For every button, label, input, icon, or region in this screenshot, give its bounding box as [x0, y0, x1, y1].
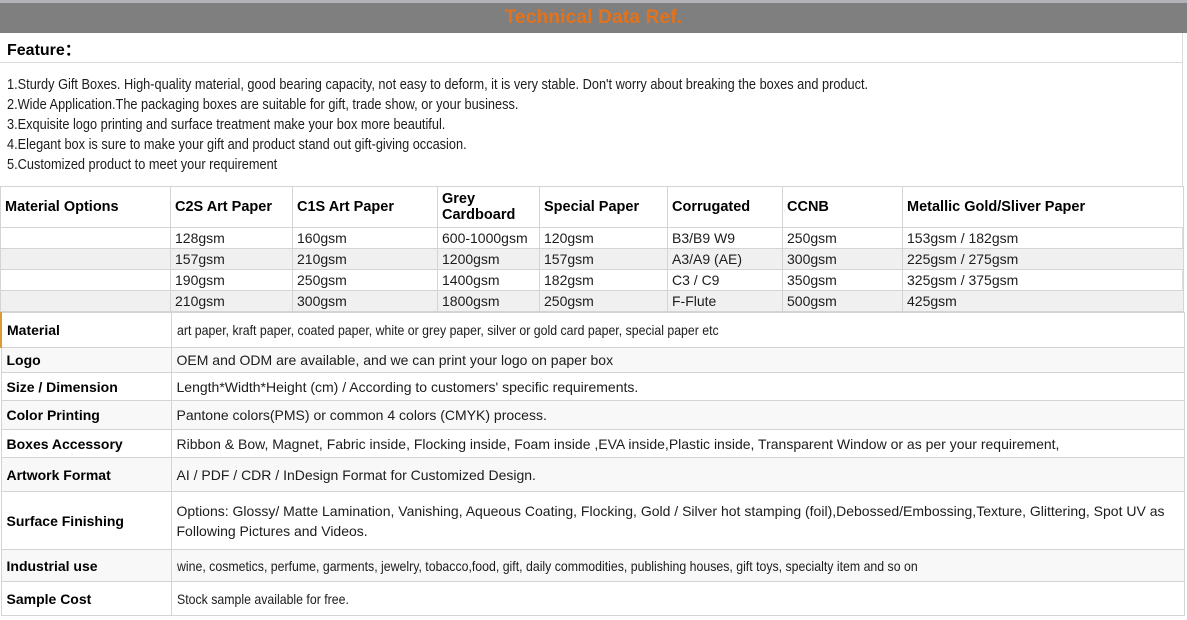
- spec-row-label: Surface Finishing: [0, 491, 172, 550]
- spec-row: Sample Cost Stock sample available for fr…: [0, 581, 1185, 616]
- materials-cell: 325gsm / 375gsm: [902, 269, 1184, 291]
- spec-row-label: Sample Cost: [0, 581, 172, 616]
- spec-row-value: Stock sample available for free.: [170, 581, 1185, 616]
- feature-heading: Feature：: [7, 41, 81, 59]
- spec-row: Artwork Format AI / PDF / CDR / InDesign …: [0, 457, 1185, 492]
- materials-row: 210gsm 300gsm 1800gsm 250gsm F-Flute 500gsm 42…: [0, 290, 1184, 312]
- spec-row-value: OEM and ODM are available, and we can pr…: [170, 347, 1185, 373]
- spec-row-value: wine, cosmetics, perfume, garments, jewe…: [170, 549, 1185, 582]
- spec-row-value-text: wine, cosmetics, perfume, garments, jewe…: [176, 557, 918, 574]
- spec-row-value: AI / PDF / CDR / InDesign Format for Cus…: [170, 457, 1185, 492]
- materials-header-row: Material Options C2S Art Paper C1S Art Pap…: [0, 186, 1184, 228]
- materials-cell: 210gsm: [292, 248, 438, 270]
- materials-column-header: Material Options: [0, 186, 171, 228]
- spec-row-value-text: Stock sample available for free.: [176, 590, 349, 607]
- spec-row: Boxes Accessory Ribbon & Bow, Magnet, Fab…: [0, 429, 1185, 458]
- materials-column-header: Metallic Gold/Sliver Paper: [902, 186, 1184, 228]
- materials-column-header: Special Paper: [539, 186, 668, 228]
- materials-cell: 157gsm: [170, 248, 293, 270]
- materials-cell: 300gsm: [782, 248, 903, 270]
- materials-column-header: CCNB: [782, 186, 903, 228]
- spec-row: Material art paper, kraft paper, coated p…: [0, 312, 1185, 348]
- materials-cell: [0, 227, 171, 249]
- materials-cell: 250gsm: [292, 269, 438, 291]
- materials-cell: 600-1000gsm: [437, 227, 540, 249]
- spec-row-value-text: art paper, kraft paper, coated paper, wh…: [176, 322, 719, 338]
- feature-item: 5.Customized product to meet your requir…: [7, 155, 1182, 175]
- materials-cell: [0, 269, 171, 291]
- spec-row-label: Industrial use: [0, 549, 172, 582]
- materials-row: 157gsm 210gsm 1200gsm 157gsm A3/A9 (AE) 300gs…: [0, 248, 1184, 270]
- spec-row-value: art paper, kraft paper, coated paper, wh…: [170, 312, 1185, 348]
- spec-row-label: Color Printing: [0, 400, 172, 430]
- feature-item: 2.Wide Application.The packaging boxes a…: [7, 95, 1182, 115]
- spec-row: Color Printing Pantone colors(PMS) or com…: [0, 400, 1185, 430]
- spec-row-label: Boxes Accessory: [0, 429, 172, 458]
- spec-body: Material art paper, kraft paper, coated p…: [0, 312, 1185, 616]
- feature-item: 4.Elegant box is sure to make your gift …: [7, 135, 1182, 155]
- spec-row-label: Size / Dimension: [0, 372, 172, 401]
- feature-item-text: 4.Elegant box is sure to make your gift …: [7, 137, 467, 153]
- materials-cell: F-Flute: [667, 290, 783, 312]
- spec-table: Material art paper, kraft paper, coated p…: [0, 312, 1185, 616]
- materials-cell: 1400gsm: [437, 269, 540, 291]
- materials-row: 128gsm 160gsm 600-1000gsm 120gsm B3/B9 W9 250…: [0, 227, 1184, 249]
- materials-cell: 500gsm: [782, 290, 903, 312]
- feature-item-text: 1.Sturdy Gift Boxes. High-quality materi…: [7, 77, 869, 93]
- feature-item: 1.Sturdy Gift Boxes. High-quality materi…: [7, 75, 1182, 95]
- materials-cell: [0, 290, 171, 312]
- materials-column-header: C2S Art Paper: [170, 186, 293, 228]
- spec-row-label: Artwork Format: [0, 457, 172, 492]
- content-area: Feature： 1.Sturdy Gift Boxes. High-quali…: [0, 33, 1185, 616]
- materials-column-header: Grey Cardboard: [437, 186, 540, 228]
- spec-row-value: Ribbon & Bow, Magnet, Fabric inside, Flo…: [170, 429, 1185, 458]
- materials-cell: 120gsm: [539, 227, 668, 249]
- materials-cell: 425gsm: [902, 290, 1184, 312]
- spec-row-value: Length*Width*Height (cm) / According to …: [170, 372, 1185, 401]
- spec-row: Logo OEM and ODM are available, and we ca…: [0, 347, 1185, 373]
- materials-cell: 225gsm / 275gsm: [902, 248, 1184, 270]
- spec-row-label: Material: [0, 312, 172, 348]
- spec-row-value: Options: Glossy/ Matte Lamination, Vanis…: [170, 491, 1185, 550]
- feature-item-text: 5.Customized product to meet your requir…: [7, 157, 278, 173]
- materials-cell: 350gsm: [782, 269, 903, 291]
- materials-cell: 250gsm: [539, 290, 668, 312]
- material-options-table: Material Options C2S Art Paper C1S Art Pap…: [0, 186, 1184, 312]
- materials-cell: B3/B9 W9: [667, 227, 783, 249]
- materials-cell: 157gsm: [539, 248, 668, 270]
- spec-row: Size / Dimension Length*Width*Height (cm)…: [0, 372, 1185, 401]
- materials-cell: [0, 248, 171, 270]
- materials-cell: 210gsm: [170, 290, 293, 312]
- spec-row: Industrial use wine, cosmetics, perfume, …: [0, 549, 1185, 582]
- materials-cell: 1800gsm: [437, 290, 540, 312]
- materials-cell: 153gsm / 182gsm: [902, 227, 1184, 249]
- materials-cell: 128gsm: [170, 227, 293, 249]
- materials-cell: 190gsm: [170, 269, 293, 291]
- feature-item: 3.Exquisite logo printing and surface tr…: [7, 115, 1182, 135]
- materials-body: 128gsm 160gsm 600-1000gsm 120gsm B3/B9 W9 250…: [0, 227, 1184, 312]
- materials-column-header: C1S Art Paper: [292, 186, 438, 228]
- feature-item-text: 2.Wide Application.The packaging boxes a…: [7, 97, 519, 113]
- materials-row: 190gsm 250gsm 1400gsm 182gsm C3 / C9 350gsm 32…: [0, 269, 1184, 291]
- title-bar: Technical Data Ref.: [0, 3, 1187, 33]
- feature-item-text: 3.Exquisite logo printing and surface tr…: [7, 117, 446, 133]
- materials-cell: A3/A9 (AE): [667, 248, 783, 270]
- materials-cell: C3 / C9: [667, 269, 783, 291]
- page-title: Technical Data Ref.: [504, 7, 683, 28]
- materials-cell: 182gsm: [539, 269, 668, 291]
- feature-list: 1.Sturdy Gift Boxes. High-quality materi…: [0, 63, 1182, 175]
- spec-row-value: Pantone colors(PMS) or common 4 colors (…: [170, 400, 1185, 430]
- materials-cell: 300gsm: [292, 290, 438, 312]
- materials-cell: 160gsm: [292, 227, 438, 249]
- spec-row: Surface Finishing Options: Glossy/ Matte …: [0, 491, 1185, 550]
- feature-heading-row: Feature：: [0, 33, 1182, 63]
- materials-column-header: Corrugated: [667, 186, 783, 228]
- materials-cell: 1200gsm: [437, 248, 540, 270]
- top-divider: [0, 0, 1187, 3]
- materials-cell: 250gsm: [782, 227, 903, 249]
- spec-row-label: Logo: [0, 347, 172, 373]
